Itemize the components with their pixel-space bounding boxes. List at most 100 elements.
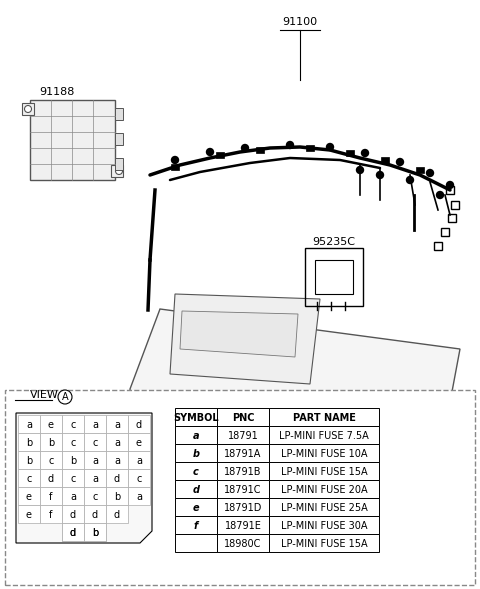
Bar [217,426,269,444]
Circle shape [357,167,363,174]
Bar [40,469,62,487]
Bar [5,390,475,585]
Bar [441,228,449,236]
Bar [62,451,84,469]
Text: b: b [92,528,98,538]
Text: LP-MINI FUSE 15A: LP-MINI FUSE 15A [281,539,367,549]
Text: LP-MINI FUSE 15A: LP-MINI FUSE 15A [281,467,367,477]
Text: e: e [136,438,142,448]
Text: 91100: 91100 [282,17,318,27]
Text: LP-MINI FUSE 30A: LP-MINI FUSE 30A [281,521,367,531]
Bar [62,505,84,523]
Bar [175,534,217,552]
Circle shape [407,177,413,184]
Circle shape [116,167,122,174]
Text: 18980C: 18980C [224,539,262,549]
Circle shape [287,141,293,148]
Circle shape [376,171,384,178]
Text: 18791C: 18791C [224,485,262,495]
Circle shape [446,181,454,188]
Bar [84,487,106,505]
Circle shape [24,105,32,112]
Text: d: d [92,510,98,520]
Text: c: c [70,420,76,430]
Text: b: b [70,456,76,466]
Bar [18,469,40,487]
Circle shape [171,157,179,164]
Bar [128,415,150,433]
Bar [175,462,217,480]
Text: f: f [194,521,198,531]
Text: d: d [70,528,76,538]
Bar [269,462,379,480]
Bar [18,451,40,469]
Text: VIEW: VIEW [30,390,59,400]
Bar [106,487,128,505]
Text: c: c [193,467,199,477]
Text: a: a [92,456,98,466]
Text: a: a [136,492,142,502]
Text: d: d [192,485,200,495]
Bar [62,415,84,433]
Bar [128,451,150,469]
Bar [128,433,150,451]
Text: LP-MINI FUSE 25A: LP-MINI FUSE 25A [281,503,367,513]
Bar [106,469,128,487]
Bar [175,516,217,534]
Bar [416,167,424,173]
Text: d: d [70,528,76,538]
Text: b: b [48,438,54,448]
Bar [269,498,379,516]
Bar [216,152,224,158]
Text: b: b [92,528,98,538]
Text: b: b [192,449,200,459]
Bar [40,433,62,451]
Bar [269,444,379,462]
Bar [446,186,454,194]
Text: 18791A: 18791A [224,449,262,459]
Bar [62,469,84,487]
Bar [84,415,106,433]
Bar [84,523,106,541]
Circle shape [436,191,444,198]
Text: e: e [26,510,32,520]
Polygon shape [16,413,152,543]
Text: c: c [136,474,142,484]
Bar [175,426,217,444]
Text: b: b [114,492,120,502]
Text: d: d [114,510,120,520]
Bar [18,487,40,505]
Text: 18791D: 18791D [224,503,262,513]
Bar [111,165,123,177]
Text: f: f [49,492,53,502]
Bar [269,516,379,534]
Bar [305,248,363,306]
Text: c: c [26,474,32,484]
Circle shape [326,144,334,151]
Bar [40,415,62,433]
Text: 95235C: 95235C [312,237,356,247]
Text: 91188: 91188 [39,87,75,97]
Text: a: a [26,420,32,430]
Bar [217,534,269,552]
Bar [84,505,106,523]
Circle shape [427,170,433,177]
Bar [40,487,62,505]
Bar [175,444,217,462]
Bar [18,505,40,523]
Text: e: e [192,503,199,513]
Circle shape [206,148,214,155]
Text: a: a [114,456,120,466]
Text: 18791E: 18791E [225,521,262,531]
Bar [128,469,150,487]
Bar [217,462,269,480]
Text: c: c [70,438,76,448]
Bar [217,516,269,534]
Text: a: a [114,438,120,448]
Bar [40,451,62,469]
Bar [62,523,84,541]
Bar [62,487,84,505]
Bar [62,523,84,541]
Text: a: a [92,474,98,484]
Text: 18791: 18791 [228,431,258,441]
